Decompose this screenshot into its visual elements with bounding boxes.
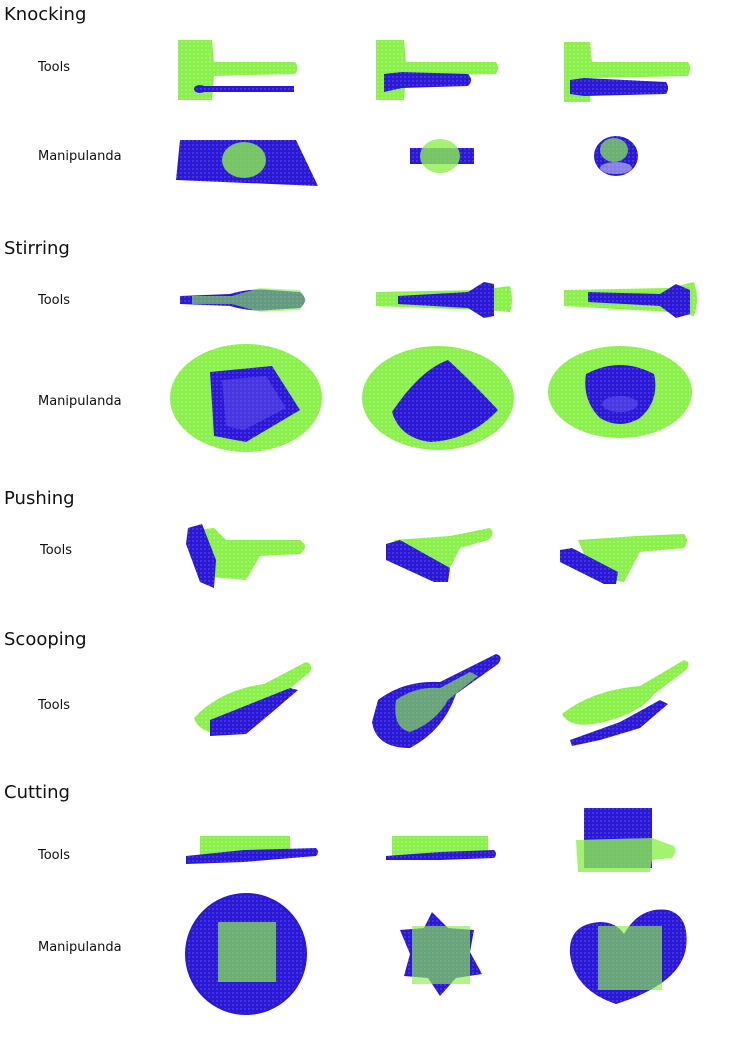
scooping-tool-1: [194, 662, 312, 736]
stirring-manipulanda-3: [548, 346, 692, 438]
stirring-tool-1: [180, 288, 306, 312]
section-title-scooping: Scooping: [4, 629, 87, 650]
section-title-knocking: Knocking: [4, 4, 87, 25]
stirring-tool-3: [564, 282, 697, 318]
section-title-pushing: Pushing: [4, 488, 75, 509]
cutting-manipulanda-3: [569, 909, 687, 1004]
row-label-knocking-tools: Tools: [38, 60, 71, 75]
row-label-scooping-tools: Tools: [38, 698, 71, 713]
row-label-stirring-manipulanda: Manipulanda: [38, 394, 122, 409]
stirring-manipulanda-1: [170, 344, 322, 452]
pushing-tool-1: [186, 524, 305, 588]
knocking-manipulanda-1: [176, 140, 318, 186]
stirring-manipulanda-2: [362, 346, 514, 450]
row-label-cutting-manipulanda: Manipulanda: [38, 940, 122, 955]
stirring-tool-2: [376, 282, 512, 318]
scooping-tool-2: [372, 654, 501, 748]
cutting-tool-1: [186, 836, 318, 864]
row-label-cutting-tools: Tools: [38, 848, 71, 863]
row-label-stirring-tools: Tools: [38, 293, 71, 308]
row-label-knocking-manipulanda: Manipulanda: [38, 149, 122, 164]
knocking-tool-3: [564, 42, 690, 102]
cutting-tool-2: [386, 836, 496, 860]
cutting-manipulanda-1: [185, 893, 307, 1015]
knocking-tool-2: [376, 40, 498, 100]
row-label-pushing-tools: Tools: [40, 543, 73, 558]
cutting-tool-3: [576, 808, 676, 872]
knocking-manipulanda-2: [410, 139, 474, 173]
scooping-tool-3: [562, 660, 689, 746]
section-title-stirring: Stirring: [4, 238, 70, 259]
section-title-cutting: Cutting: [4, 782, 70, 803]
cutting-manipulanda-2: [400, 912, 482, 996]
pushing-tool-3: [560, 534, 687, 584]
knocking-manipulanda-3: [594, 136, 638, 176]
pushing-tool-2: [386, 528, 493, 582]
knocking-tool-1: [178, 40, 298, 100]
